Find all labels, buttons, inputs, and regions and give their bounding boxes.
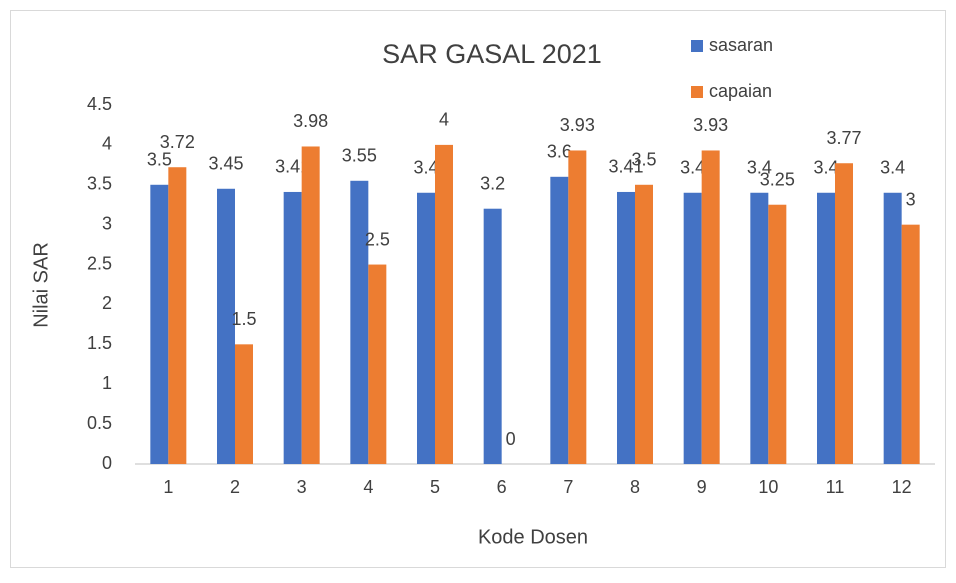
- data-label: 3.25: [760, 169, 795, 189]
- y-tick-label: 2.5: [87, 253, 112, 273]
- x-tick-label: 3: [297, 477, 307, 497]
- bar: [217, 188, 235, 464]
- bar: [635, 184, 653, 464]
- data-label: 3.72: [160, 132, 195, 152]
- bar: [617, 191, 635, 465]
- data-label: 3.55: [342, 146, 377, 166]
- y-tick-label: 4.5: [87, 94, 112, 114]
- data-label: 4: [439, 110, 449, 130]
- bar: [750, 192, 769, 464]
- chart-title: SAR GASAL 2021: [382, 39, 602, 69]
- y-tick-label: 0.5: [87, 413, 112, 433]
- bar: [417, 192, 435, 464]
- data-label: 3.4: [813, 158, 838, 178]
- data-label: 2.5: [365, 229, 390, 249]
- x-tick-label: 11: [826, 477, 845, 497]
- x-tick-label: 2: [230, 477, 240, 497]
- data-label: 3: [906, 189, 916, 209]
- legend-label: sasaran: [709, 35, 773, 55]
- x-tick-label: 6: [497, 477, 507, 497]
- data-label: 3.93: [560, 115, 595, 135]
- data-label: 3.41: [608, 157, 643, 177]
- legend-swatch: [691, 86, 703, 98]
- x-tick-label: 5: [430, 477, 440, 497]
- y-tick-label: 0: [102, 453, 112, 473]
- bar: [283, 191, 302, 465]
- bar: [568, 150, 587, 464]
- bar: [701, 150, 720, 464]
- x-tick-label: 1: [163, 477, 173, 497]
- y-tick-label: 2: [102, 293, 112, 313]
- data-label: 0: [506, 429, 516, 449]
- bar: [435, 144, 453, 464]
- bar: [350, 180, 369, 465]
- bar: [817, 192, 835, 464]
- data-label: 1.5: [231, 309, 256, 329]
- y-tick-label: 3: [102, 213, 112, 233]
- data-label: 3.77: [826, 128, 861, 148]
- x-tick-label: 4: [363, 477, 373, 497]
- bar: [150, 184, 169, 464]
- bar: [901, 224, 920, 464]
- legend-label: capaian: [709, 81, 772, 101]
- y-tick-label: 3.5: [87, 174, 112, 194]
- data-label: 3.4: [680, 158, 705, 178]
- x-tick-label: 12: [892, 477, 912, 497]
- bar: [768, 204, 787, 464]
- data-label: 3.2: [480, 173, 505, 193]
- data-label: 3.5: [631, 150, 656, 170]
- data-label: 3.4: [880, 158, 905, 178]
- x-tick-label: 9: [697, 477, 707, 497]
- x-tick-label: 10: [758, 477, 778, 497]
- data-label: 3.5: [147, 150, 172, 170]
- data-label: 3.4: [413, 158, 438, 178]
- data-label: 3.93: [693, 115, 728, 135]
- bar: [301, 146, 320, 465]
- bar: [483, 208, 502, 464]
- bar: [168, 167, 187, 464]
- bar: [683, 192, 702, 464]
- bar: [368, 264, 387, 464]
- y-tick-label: 4: [102, 134, 112, 154]
- data-label: 3.6: [547, 142, 572, 162]
- data-label: 3.4: [747, 158, 772, 178]
- y-tick-label: 1: [102, 373, 112, 393]
- y-axis-label: Nilai SAR: [30, 242, 52, 328]
- bar: [550, 176, 569, 465]
- x-axis-label: Kode Dosen: [478, 526, 588, 548]
- data-label: 3.45: [208, 154, 243, 174]
- bar: [235, 344, 253, 464]
- legend-swatch: [691, 40, 703, 52]
- bar: [835, 163, 853, 464]
- bar: [883, 192, 902, 464]
- data-label: 3.41: [275, 157, 310, 177]
- x-tick-label: 8: [630, 477, 640, 497]
- data-label: 3.98: [293, 111, 328, 131]
- y-tick-label: 1.5: [87, 333, 112, 353]
- x-tick-label: 7: [563, 477, 573, 497]
